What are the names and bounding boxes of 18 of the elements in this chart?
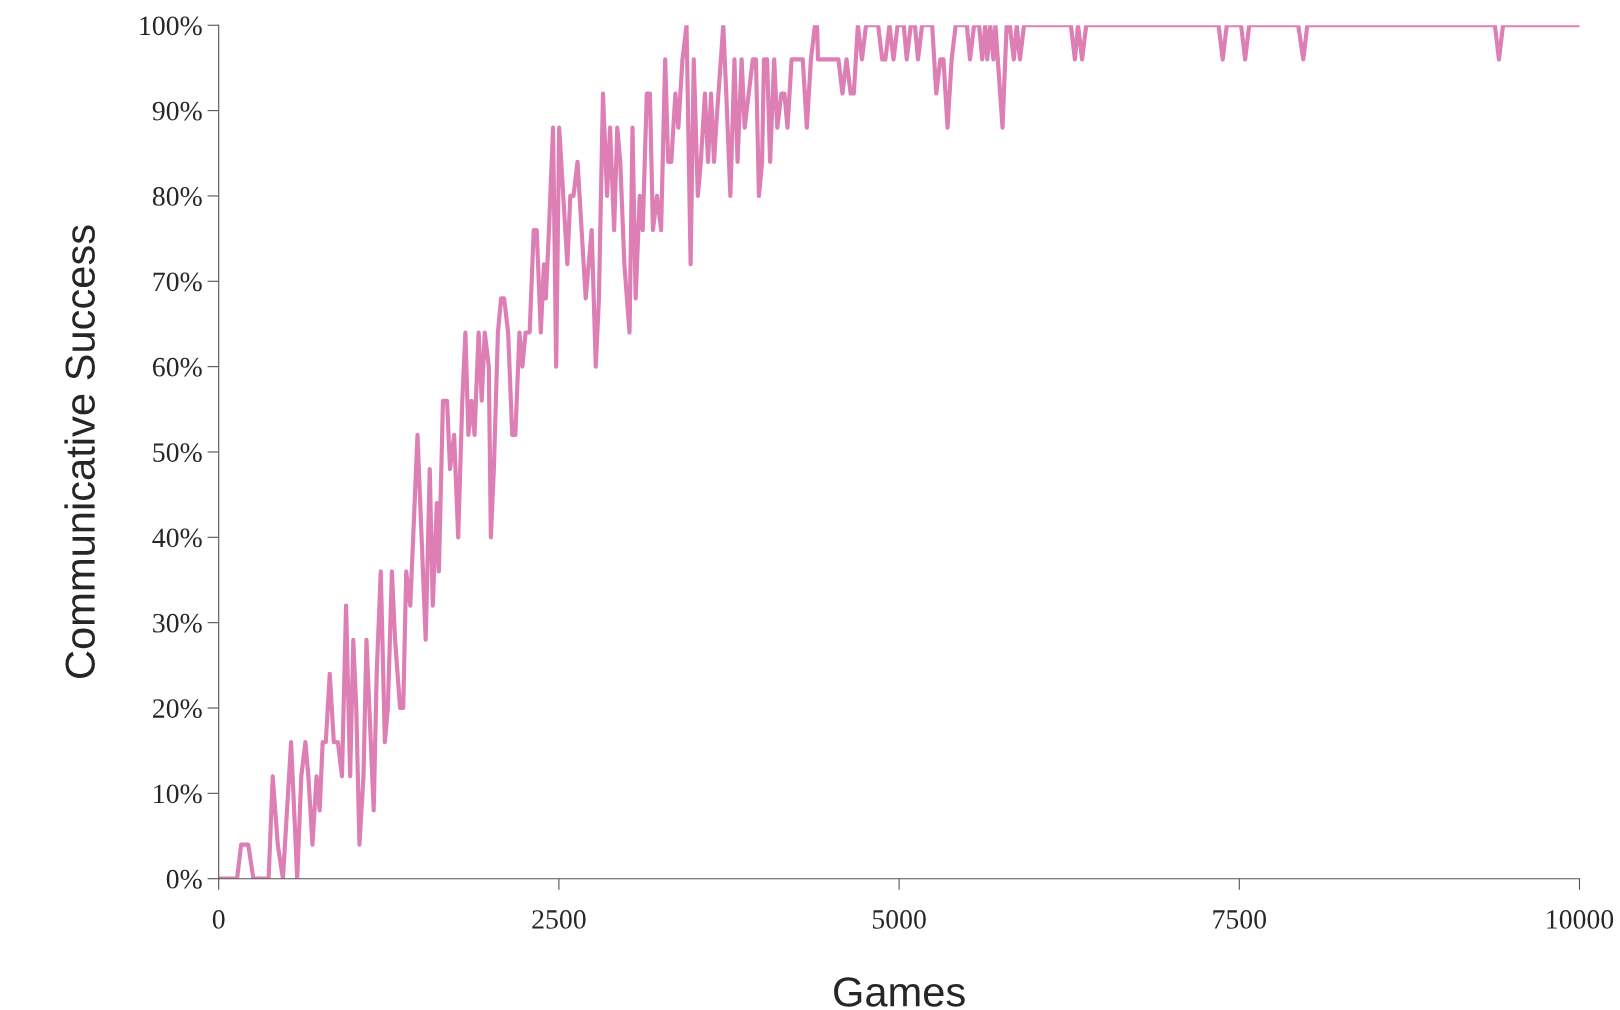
y-tick-label: 50%	[153, 443, 202, 462]
x-tick-label: 5000	[872, 910, 926, 929]
y-tick-label: 30%	[153, 613, 202, 633]
y-tick-label: 100%	[140, 16, 202, 36]
y-tick-label: 0%	[166, 869, 202, 889]
y-tick-label: 20%	[153, 699, 202, 719]
y-tick-label: 60%	[153, 357, 202, 377]
y-tick-label: 70%	[153, 272, 202, 292]
x-tick-label: 2500	[532, 910, 586, 929]
y-axis-title: Communicative Success	[64, 225, 95, 678]
x-tick-label: 0	[212, 910, 225, 929]
x-axis-title: Games	[834, 977, 965, 1007]
y-tick-label: 80%	[152, 187, 202, 206]
x-tick-label: 10000	[1547, 910, 1614, 929]
y-tick-label: 90%	[152, 101, 202, 121]
y-tick-label: 10%	[154, 784, 202, 804]
x-tick-label: 7500	[1213, 910, 1267, 929]
y-tick-label: 40%	[152, 528, 202, 548]
